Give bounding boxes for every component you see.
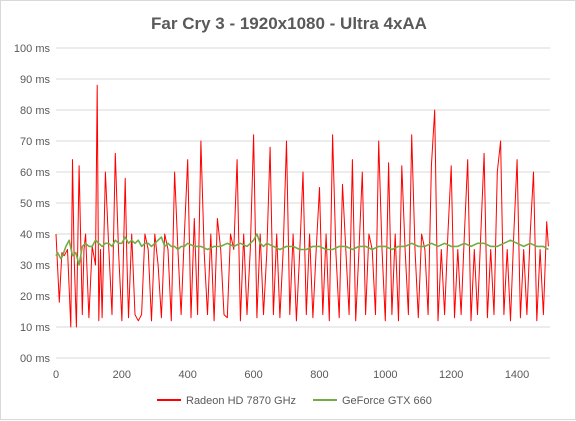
x-tick-label: 400 <box>179 369 197 381</box>
chart-title: Far Cry 3 - 1920x1080 - Ultra 4xAA <box>151 14 427 33</box>
y-tick-label: 50 ms <box>20 198 50 210</box>
x-tick-label: 1400 <box>505 369 529 381</box>
legend-label: GeForce GTX 660 <box>342 395 432 407</box>
y-tick-label: 30 ms <box>20 260 50 272</box>
y-tick-label: 90 ms <box>20 74 50 86</box>
x-tick-label: 200 <box>113 369 131 381</box>
y-tick-label: 10 ms <box>20 322 50 334</box>
y-tick-label: 70 ms <box>20 136 50 148</box>
y-tick-label: 60 ms <box>20 167 50 179</box>
series-lines <box>55 84 549 328</box>
x-tick-label: 1000 <box>373 369 397 381</box>
y-tick-label: 40 ms <box>20 229 50 241</box>
series-line-geforce <box>55 233 549 266</box>
x-tick-label: 0 <box>53 369 59 381</box>
legend: Radeon HD 7870 GHz GeForce GTX 660 <box>157 395 432 407</box>
y-tick-label: 100 ms <box>14 43 51 55</box>
y-tick-label: 00 ms <box>20 353 50 365</box>
gridlines <box>56 47 550 359</box>
y-tick-label: 20 ms <box>20 291 50 303</box>
x-tick-label: 800 <box>310 369 328 381</box>
y-tick-label: 80 ms <box>20 105 50 117</box>
x-tick-label: 600 <box>244 369 262 381</box>
x-axis-ticks: 0 200 400 600 800 1000 1200 1400 <box>53 369 529 381</box>
y-axis-ticks: 00 ms 10 ms 20 ms 30 ms 40 ms 50 ms 60 ms 70 ms… <box>14 43 51 365</box>
legend-label: Radeon HD 7870 GHz <box>186 395 296 407</box>
series-line-radeon <box>55 84 549 328</box>
x-tick-label: 1200 <box>439 369 463 381</box>
